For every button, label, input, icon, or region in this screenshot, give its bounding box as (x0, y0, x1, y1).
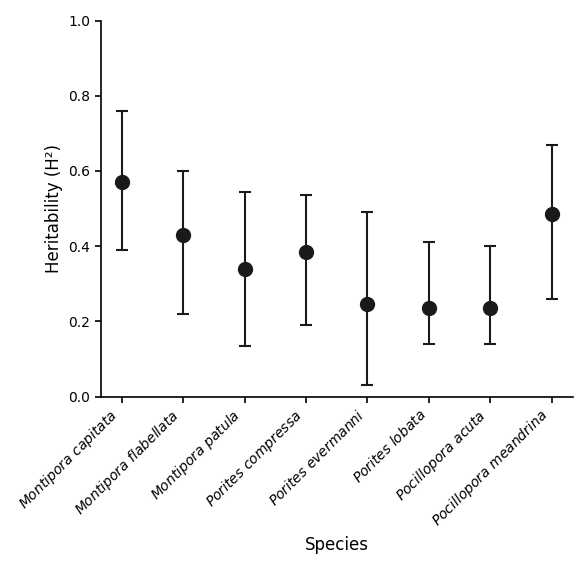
X-axis label: Species: Species (305, 536, 369, 554)
Y-axis label: Heritability (H²): Heritability (H²) (45, 144, 62, 273)
